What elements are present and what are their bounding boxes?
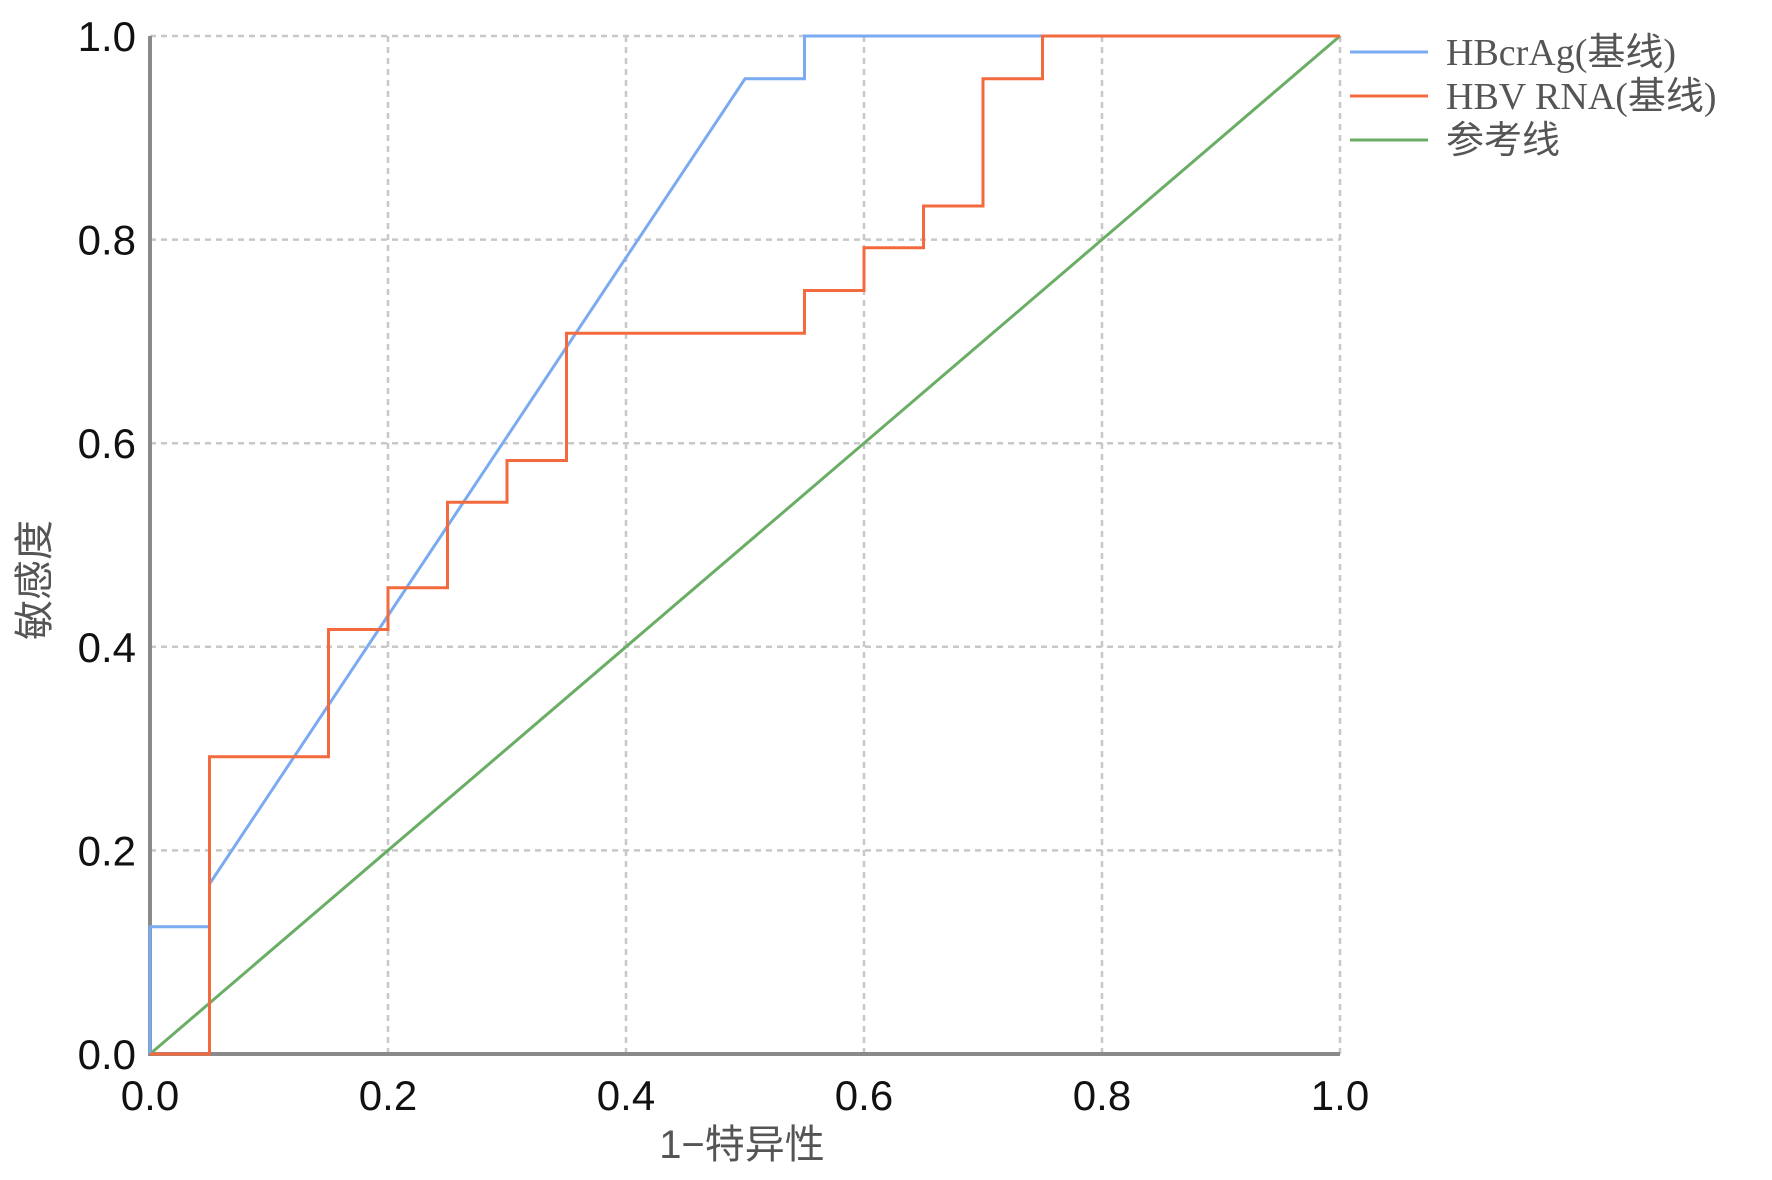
y-tick-label: 0.6 [78,420,136,467]
x-tick-label: 1.0 [1311,1072,1369,1119]
y-tick-label: 0.4 [78,624,136,671]
tick-labels: 0.0 0.2 0.4 0.6 0.8 1.0 0.0 0.2 0.4 0.6 0.8 1.0 [78,13,1370,1119]
series-line-1 [150,34,1340,1056]
x-tick-label: 0.8 [1073,1072,1131,1119]
x-tick-label: 0.0 [121,1072,179,1119]
y-axis-label: 敏感度 [13,520,57,640]
legend: HBcrAg(基线)HBV RNA(基线)参考线 [1350,32,1717,162]
y-tick-label: 1.0 [78,13,136,60]
x-axis-label: 1−特异性 [659,1123,825,1167]
legend-label: 参考线 [1446,120,1560,162]
legend-label: HBV RNA(基线) [1446,76,1717,118]
series-line-0 [148,34,1340,1054]
x-tick-label: 0.4 [597,1072,655,1119]
axes [148,36,1340,1056]
series-line-2 [149,34,1341,1056]
series-lines [148,34,1341,1056]
y-tick-label: 0.0 [78,1031,136,1078]
legend-label: HBcrAg(基线) [1446,32,1676,74]
y-tick-label: 0.2 [78,827,136,874]
y-tick-label: 0.8 [78,217,136,264]
x-tick-label: 0.2 [359,1072,417,1119]
x-tick-label: 0.6 [835,1072,893,1119]
